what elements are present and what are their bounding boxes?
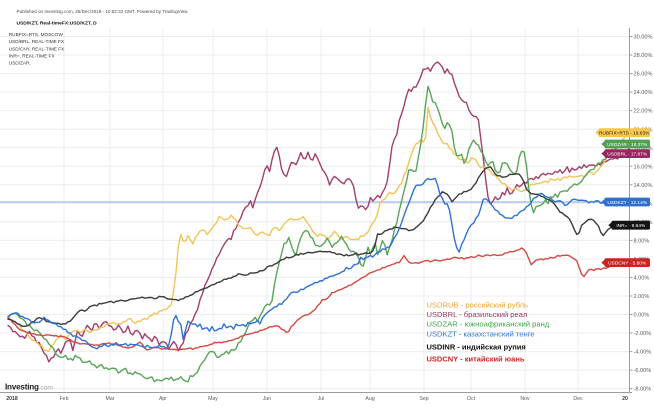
svg-text:USDCNY - китайский юань: USDCNY - китайский юань	[427, 355, 525, 364]
svg-text:2.00%: 2.00%	[634, 294, 650, 300]
svg-text:Nov: Nov	[520, 396, 530, 402]
svg-text:Dec: Dec	[573, 396, 583, 402]
svg-text:RUBFIX=RTS, MOSCOW: RUBFIX=RTS, MOSCOW	[9, 32, 64, 37]
svg-text:INR=, REAL-TIME FX: INR=, REAL-TIME FX	[9, 54, 56, 59]
svg-text:Mar: Mar	[106, 396, 115, 402]
svg-text:22.00%: 22.00%	[634, 109, 653, 115]
svg-text:Investing.com: Investing.com	[5, 383, 53, 392]
svg-text:Aug: Aug	[365, 396, 374, 402]
svg-text:USDBRL · 17.87%: USDBRL · 17.87%	[607, 151, 648, 157]
svg-text:Published on Investing.com, 25: Published on Investing.com, 25/Dec/2018 …	[17, 9, 189, 14]
svg-text:14.00%: 14.00%	[634, 183, 653, 189]
svg-text:Oct: Oct	[467, 396, 476, 402]
svg-text:USD/CNY, REAL-TIME FX: USD/CNY, REAL-TIME FX	[9, 46, 65, 51]
svg-text:2018: 2018	[6, 396, 18, 402]
svg-text:8.00%: 8.00%	[634, 239, 650, 245]
svg-text:USDKZT · 12.14%: USDKZT · 12.14%	[607, 200, 647, 206]
svg-text:4.00%: 4.00%	[634, 276, 650, 282]
svg-text:Jun: Jun	[263, 396, 271, 402]
svg-text:RUBFIX=RTS · 19.63%: RUBFIX=RTS · 19.63%	[599, 130, 650, 136]
svg-text:Sep: Sep	[419, 396, 428, 402]
svg-text:Feb: Feb	[60, 396, 69, 402]
svg-text:USDKZT - казахстанский тенге: USDKZT - казахстанский тенге	[427, 330, 535, 339]
svg-text:USDRUB - российский рубль: USDRUB - российский рубль	[427, 300, 529, 309]
svg-text:28.00%: 28.00%	[634, 53, 653, 59]
svg-text:-2.00%: -2.00%	[634, 331, 652, 337]
svg-text:USD/KZT, Real-timeFX:USD/KZT,: USD/KZT, Real-timeFX:USD/KZT, D	[17, 21, 98, 27]
svg-text:USDBRL - бразильский реал: USDBRL - бразильский реал	[427, 310, 528, 319]
svg-text:USD/ZAR,: USD/ZAR,	[9, 61, 31, 66]
svg-text:USDINR - индийская рупия: USDINR - индийская рупия	[427, 342, 526, 351]
svg-text:USDZAR - южноафриканский ранд: USDZAR - южноафриканский ранд	[427, 319, 550, 328]
svg-text:-4.00%: -4.00%	[634, 350, 652, 356]
svg-text:16.00%: 16.00%	[634, 164, 653, 170]
svg-text:26.00%: 26.00%	[634, 72, 653, 78]
svg-text:May: May	[208, 396, 218, 402]
svg-text:0.00%: 0.00%	[634, 313, 650, 319]
svg-text:USDCNY · 5.60%: USDCNY · 5.60%	[608, 260, 647, 266]
svg-text:INR= · 9.64%: INR= · 9.64%	[616, 223, 646, 229]
svg-text:30.00%: 30.00%	[634, 35, 653, 41]
svg-text:20: 20	[622, 396, 628, 402]
svg-text:USDZAR · 18.37%: USDZAR · 18.37%	[607, 142, 648, 148]
svg-text:24.00%: 24.00%	[634, 90, 653, 96]
svg-text:USD/BRL, REAL-TIME FX: USD/BRL, REAL-TIME FX	[9, 39, 65, 44]
svg-text:Apr: Apr	[159, 396, 167, 402]
svg-text:-8.00%: -8.00%	[634, 387, 652, 393]
svg-text:-6.00%: -6.00%	[634, 368, 652, 374]
svg-text:18.00%: 18.00%	[634, 146, 653, 152]
svg-text:Jul: Jul	[318, 396, 325, 402]
